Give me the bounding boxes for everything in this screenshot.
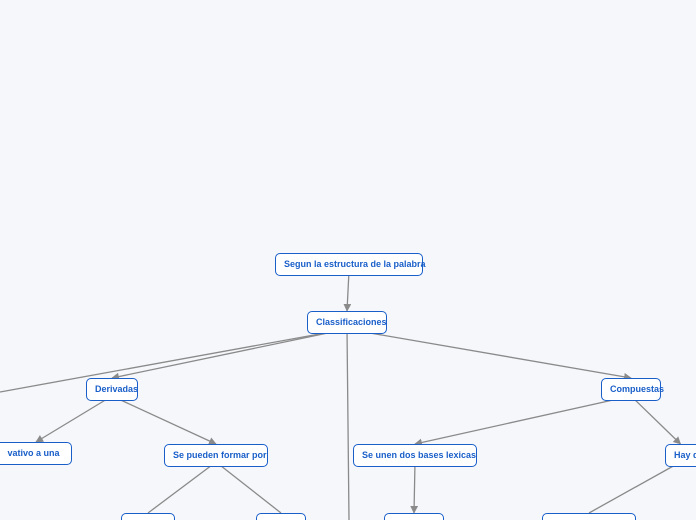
node-unen: Se unen dos bases lexicas bbox=[353, 444, 477, 467]
node-agua: Agua+nieve bbox=[384, 513, 444, 520]
edge bbox=[347, 271, 349, 311]
edge bbox=[414, 462, 415, 513]
node-compuestas: Compuestas bbox=[601, 378, 661, 401]
node-propios: Compuestos propios bbox=[542, 513, 636, 520]
edge bbox=[415, 396, 631, 444]
node-root: Segun la estructura de la palabra bbox=[275, 253, 423, 276]
edge bbox=[216, 462, 281, 513]
node-label: Segun la estructura de la palabra bbox=[284, 259, 426, 269]
edge bbox=[589, 462, 681, 513]
node-label: Se unen dos bases lexicas bbox=[362, 450, 476, 460]
edge bbox=[347, 329, 631, 378]
node-derivL: vativo a una bbox=[0, 442, 72, 465]
node-label: Compuestas bbox=[610, 384, 664, 394]
edge bbox=[0, 329, 347, 392]
node-prefij: Prefijación bbox=[121, 513, 175, 520]
node-hay: Hay do bbox=[665, 444, 696, 467]
node-label: Se pueden formar por bbox=[173, 450, 267, 460]
edge bbox=[631, 396, 681, 444]
node-formar: Se pueden formar por bbox=[164, 444, 268, 467]
node-sufij: Sufijación bbox=[256, 513, 306, 520]
node-label: Derivadas bbox=[95, 384, 138, 394]
edge bbox=[347, 329, 349, 520]
edge bbox=[112, 396, 216, 444]
node-derivadas: Derivadas bbox=[86, 378, 138, 401]
node-label: Classificaciones bbox=[316, 317, 387, 327]
edge bbox=[36, 396, 112, 442]
edge bbox=[148, 462, 216, 513]
node-clas: Classificaciones bbox=[307, 311, 387, 334]
node-label: vativo a una bbox=[7, 448, 59, 458]
edge bbox=[112, 329, 347, 378]
node-label: Hay do bbox=[674, 450, 696, 460]
